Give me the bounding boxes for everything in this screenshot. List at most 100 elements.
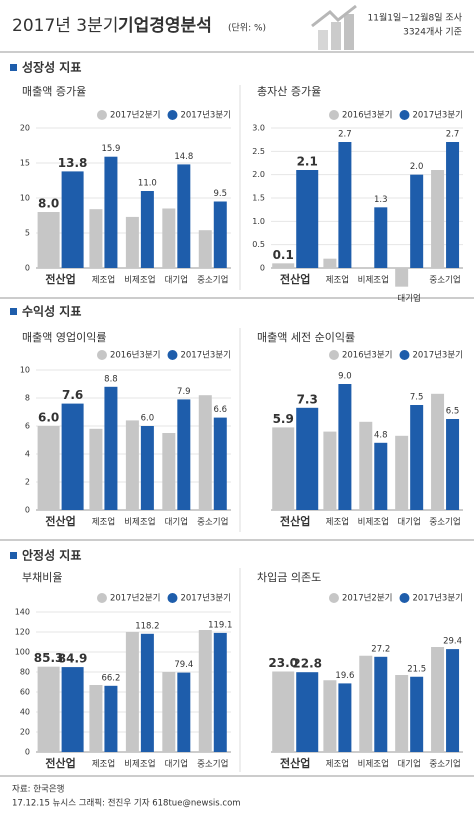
value-label: 14.8 <box>174 152 193 162</box>
value-label: 9.5 <box>214 189 228 199</box>
period: 11월1일~12월8일 조사 <box>368 12 463 24</box>
bar <box>395 268 409 287</box>
bar <box>410 676 424 752</box>
x-tick-label: 중소기업 <box>429 760 460 770</box>
section-title: 성장성 지표 <box>22 60 81 75</box>
bar <box>213 201 227 268</box>
value-label: 0.1 <box>273 248 294 262</box>
y-tick-label: 6 <box>25 422 30 431</box>
y-tick-label: 100 <box>15 648 30 657</box>
basis: 3324개사 기준 <box>403 27 462 38</box>
bar <box>446 649 460 752</box>
legend-swatch <box>96 593 107 603</box>
bar <box>177 164 191 268</box>
bar <box>410 174 424 268</box>
x-tick-label: 제조업 <box>92 518 115 528</box>
bar <box>323 258 337 268</box>
value-label: 4.8 <box>374 430 388 440</box>
bar <box>431 170 445 268</box>
value-label: 11.0 <box>138 179 157 189</box>
legend-swatch <box>167 110 178 120</box>
bar <box>338 384 352 510</box>
x-tick-label: 제조업 <box>326 760 349 770</box>
x-tick-label: 대기업 <box>397 760 420 770</box>
x-tick-label: 제조업 <box>92 276 115 286</box>
value-label: 118.2 <box>135 621 159 631</box>
legend-swatch <box>328 350 339 360</box>
x-tick-label: 중소기업 <box>429 276 460 286</box>
bar <box>198 630 212 752</box>
bar <box>125 420 139 510</box>
source: 자료: 한국은행 <box>12 784 65 795</box>
value-label: 2.7 <box>338 130 352 140</box>
bar <box>374 207 388 268</box>
legend-swatch <box>167 350 178 360</box>
value-label: 2.1 <box>297 155 318 169</box>
value-label: 7.6 <box>62 388 83 402</box>
x-tick-label: 전산업 <box>280 272 310 286</box>
legend-label: 2016년3분기 <box>110 350 161 361</box>
section-title: 수익성 지표 <box>22 304 81 319</box>
y-tick-label: 0 <box>25 264 30 273</box>
bar <box>374 442 388 510</box>
value-label: 5.9 <box>273 412 294 426</box>
value-label: 7.5 <box>410 393 424 403</box>
bar <box>446 142 460 268</box>
bar <box>198 230 212 268</box>
value-label: 85.3 <box>34 651 64 665</box>
legend-label: 2016년3분기 <box>342 350 393 361</box>
value-label: 2.0 <box>410 162 424 172</box>
bar <box>37 666 60 752</box>
bar <box>323 431 337 510</box>
bar <box>37 426 60 510</box>
bar <box>431 393 445 510</box>
x-tick-label: 전산업 <box>280 756 310 770</box>
legend-swatch <box>96 110 107 120</box>
bar <box>323 680 337 752</box>
bar <box>374 656 388 752</box>
y-tick-label: 120 <box>15 628 30 637</box>
x-tick-label: 중소기업 <box>197 518 228 528</box>
value-label: 9.0 <box>338 372 352 382</box>
legend-swatch <box>167 593 178 603</box>
value-label: 7.9 <box>177 387 191 397</box>
bar <box>125 632 139 752</box>
legend-label: 2017년3분기 <box>180 350 231 361</box>
bar <box>104 156 118 268</box>
value-label: 79.4 <box>174 660 193 670</box>
x-tick-label: 제조업 <box>92 760 115 770</box>
bar <box>272 427 295 510</box>
x-tick-label: 비제조업 <box>124 518 155 528</box>
bar <box>296 407 319 510</box>
y-tick-label: 8 <box>25 394 30 403</box>
icon <box>311 4 357 50</box>
bar <box>338 142 352 268</box>
bar <box>359 655 373 752</box>
value-label: 21.5 <box>407 664 426 674</box>
bar <box>104 685 118 752</box>
value-label: 8.0 <box>38 197 59 211</box>
y-tick-label: 2.5 <box>252 147 265 156</box>
credit: 17.12.15 뉴시스 그래픽: 전진우 기자 618tue@newsis.c… <box>12 798 241 809</box>
x-tick-label: 제조업 <box>326 518 349 528</box>
y-tick-label: 10 <box>20 366 30 375</box>
y-tick-label: 1.5 <box>252 194 265 203</box>
x-tick-label: 중소기업 <box>197 760 228 770</box>
bar <box>89 685 103 752</box>
bar <box>272 671 295 752</box>
bar <box>140 426 154 510</box>
y-tick-label: 20 <box>20 728 30 737</box>
y-tick-label: 10 <box>20 194 30 203</box>
chart-title: 매출액 영업이익률 <box>22 331 106 344</box>
value-label: 6.0 <box>141 414 155 424</box>
legend-label: 2017년3분기 <box>180 593 231 604</box>
bar <box>410 405 424 510</box>
bar <box>89 428 103 510</box>
bar <box>140 633 154 752</box>
y-tick-label: 0.5 <box>252 240 265 249</box>
y-tick-label: 80 <box>20 668 30 677</box>
bar <box>296 672 319 752</box>
x-tick-label: 중소기업 <box>197 276 228 286</box>
x-tick-label: 전산업 <box>45 756 75 770</box>
